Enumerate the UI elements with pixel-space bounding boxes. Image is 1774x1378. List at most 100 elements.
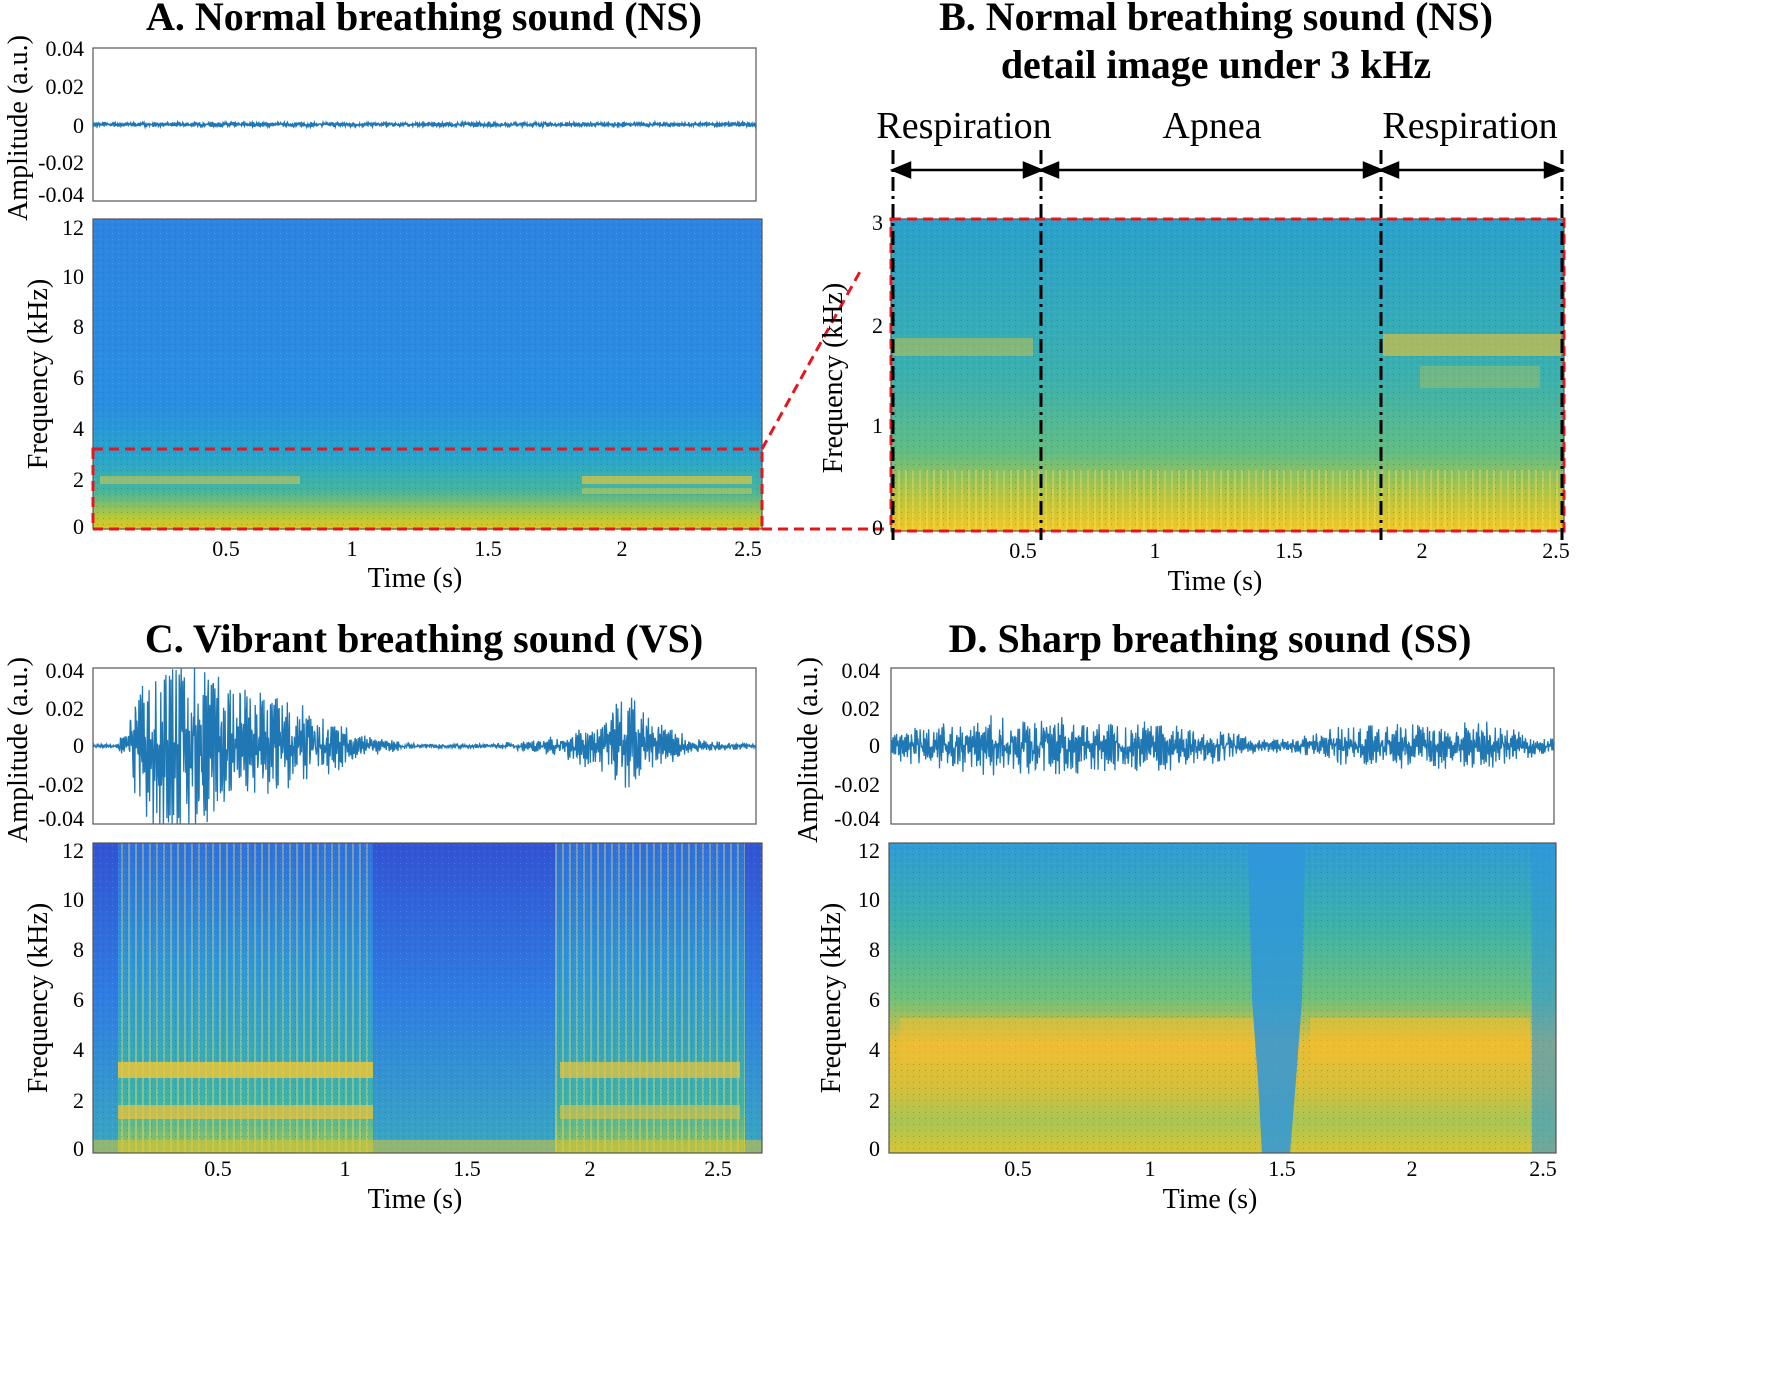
panel-c-frequency-label: Frequency (kHz)	[23, 903, 54, 1093]
panel-d-ytick: 6	[869, 987, 880, 1012]
panel-c: C. Vibrant breathing sound (VS) Amplitud…	[3, 616, 763, 1215]
panel-b-xtick: 2.5	[1542, 538, 1570, 563]
panel-a-xtick: 1.5	[474, 536, 502, 561]
panel-a-spectrogram-axes	[92, 218, 763, 530]
panel-c-ytick: 4	[73, 1037, 84, 1062]
panel-d-waveform: Amplitude (a.u.) 0.04 0.02 0 -0.02 -0.04	[793, 657, 1555, 843]
panel-a-ytick: -0.04	[38, 182, 84, 207]
panel-d-title: D. Sharp breathing sound (SS)	[949, 616, 1472, 661]
panel-d-xtick: 1	[1145, 1156, 1156, 1181]
panel-d-ytick: 0.04	[842, 658, 881, 683]
panel-c-ytick: 0.02	[46, 696, 85, 721]
panel-a-amplitude-label: Amplitude (a.u.)	[3, 35, 34, 221]
panel-d-waveform-line	[890, 715, 1555, 776]
panel-a-xtick: 2	[617, 536, 628, 561]
panel-a-ytick: 6	[73, 365, 84, 390]
panel-b: B. Normal breathing sound (NS) detail im…	[818, 0, 1570, 597]
panel-b-ytick: 1	[872, 413, 883, 438]
panel-a-ytick: 12	[62, 215, 84, 240]
panel-d-ytick: -0.02	[834, 772, 880, 797]
panel-d-gap	[1248, 843, 1305, 1153]
panel-c-amplitude-label: Amplitude (a.u.)	[3, 657, 34, 843]
panel-c-xtick: 1	[340, 1156, 351, 1181]
panel-d-time-label: Time (s)	[1163, 1184, 1258, 1215]
panel-a-xtick: 2.5	[734, 536, 762, 561]
panel-a-title: A. Normal breathing sound (NS)	[146, 0, 702, 39]
panel-d-ytick: 0	[869, 733, 880, 758]
panel-c-xtick: 2.5	[704, 1156, 732, 1181]
panel-c-xtick: 2	[585, 1156, 596, 1181]
panel-b-xtick: 1.5	[1275, 538, 1303, 563]
panel-b-band-1.7khz	[1383, 334, 1561, 356]
panel-c-ytick: -0.04	[38, 806, 84, 831]
panel-c-ytick: -0.02	[38, 772, 84, 797]
panel-a-band-2khz	[582, 476, 752, 484]
panel-a-frequency-label: Frequency (kHz)	[23, 279, 54, 469]
panel-a-band-2khz	[100, 476, 300, 484]
panel-d-band-4khz	[1310, 1018, 1530, 1062]
panel-c-ytick: 10	[62, 887, 84, 912]
panel-b-band-1.7khz	[893, 338, 1033, 356]
panel-c-spectrogram: Frequency (kHz) 12 10 8 6 4 2 0 0.5 1 1.…	[23, 838, 763, 1215]
panel-c-band-3khz	[560, 1062, 740, 1078]
panel-d-frequency-label: Frequency (kHz)	[816, 903, 847, 1093]
panel-a-waveform: Amplitude (a.u.) 0.04 0.02 0 -0.02 -0.04	[3, 35, 757, 221]
panel-a-xtick: 1	[347, 536, 358, 561]
panel-b-title-line1: B. Normal breathing sound (NS)	[939, 0, 1493, 39]
panel-b-xtick: 0.5	[1009, 538, 1037, 563]
panel-b-spectrogram: Frequency (kHz) 3 2 1 0 0.5 1 1.5 2 2.5 …	[818, 150, 1570, 597]
panel-a: A. Normal breathing sound (NS) Amplitude…	[3, 0, 764, 594]
panel-d-ytick: 12	[858, 838, 880, 863]
panel-c-ytick: 0	[73, 733, 84, 758]
panel-a-waveform-line	[92, 119, 757, 130]
panel-b-ytick: 2	[872, 313, 883, 338]
panel-b-ytick: 0	[872, 515, 883, 540]
panel-c-ytick: 6	[73, 987, 84, 1012]
panel-b-title-line2: detail image under 3 kHz	[1001, 42, 1431, 87]
panel-d-xtick: 2.5	[1529, 1156, 1557, 1181]
panel-d-ytick: 0	[869, 1136, 880, 1161]
panel-d-xtick: 0.5	[1004, 1156, 1032, 1181]
panel-b-xtick: 1	[1150, 538, 1161, 563]
panel-a-ytick: 0	[73, 514, 84, 539]
segment-label-apnea: Apnea	[1162, 105, 1261, 147]
panel-d-xtick: 1.5	[1268, 1156, 1296, 1181]
panel-d-spectrogram: Frequency (kHz) 12 10 8 6 4 2 0 0.5 1 1.…	[816, 838, 1557, 1215]
panel-d-ytick: 8	[869, 937, 880, 962]
segment-boundaries	[891, 150, 1564, 540]
panel-d-edge	[1532, 843, 1556, 1153]
segment-label-respiration: Respiration	[1382, 105, 1557, 147]
panel-d-ytick: 4	[869, 1037, 880, 1062]
panel-b-zoom-box	[889, 217, 1566, 533]
segment-label-respiration: Respiration	[876, 105, 1051, 147]
panel-d-ytick: -0.04	[834, 806, 880, 831]
segment-arrows	[889, 161, 1566, 179]
panel-c-xtick: 1.5	[453, 1156, 481, 1181]
zoom-connector-top	[760, 267, 864, 450]
panel-c-ytick: 0	[73, 1136, 84, 1161]
panel-c-ytick: 0.04	[46, 658, 85, 683]
panel-c-ytick: 8	[73, 937, 84, 962]
panel-c-band-1.5khz	[118, 1105, 373, 1119]
panel-a-ytick: 2	[73, 467, 84, 492]
panel-d-amplitude-label: Amplitude (a.u.)	[793, 657, 824, 843]
panel-a-xtick: 0.5	[212, 536, 240, 561]
panel-a-ytick: -0.02	[38, 150, 84, 175]
panel-a-ytick: 0	[73, 113, 84, 138]
panel-a-ytick: 10	[62, 264, 84, 289]
panel-a-ytick: 0.04	[46, 36, 85, 61]
panel-c-spectrogram-axes	[92, 842, 763, 1154]
panel-c-ytick: 2	[73, 1088, 84, 1113]
panel-b-frequency-label: Frequency (kHz)	[818, 283, 849, 473]
panel-d-spectrogram-axes	[888, 842, 1557, 1154]
panel-d-ytick: 10	[858, 887, 880, 912]
panel-d-ytick: 2	[869, 1088, 880, 1113]
panel-c-band-3khz	[118, 1062, 373, 1078]
panel-a-ytick: 4	[73, 416, 84, 441]
panel-a-ytick: 8	[73, 314, 84, 339]
panel-c-xtick: 0.5	[204, 1156, 232, 1181]
panel-c-time-label: Time (s)	[368, 1184, 463, 1215]
panel-a-zoom-box	[91, 447, 764, 531]
panel-b-ytick: 3	[872, 210, 883, 235]
